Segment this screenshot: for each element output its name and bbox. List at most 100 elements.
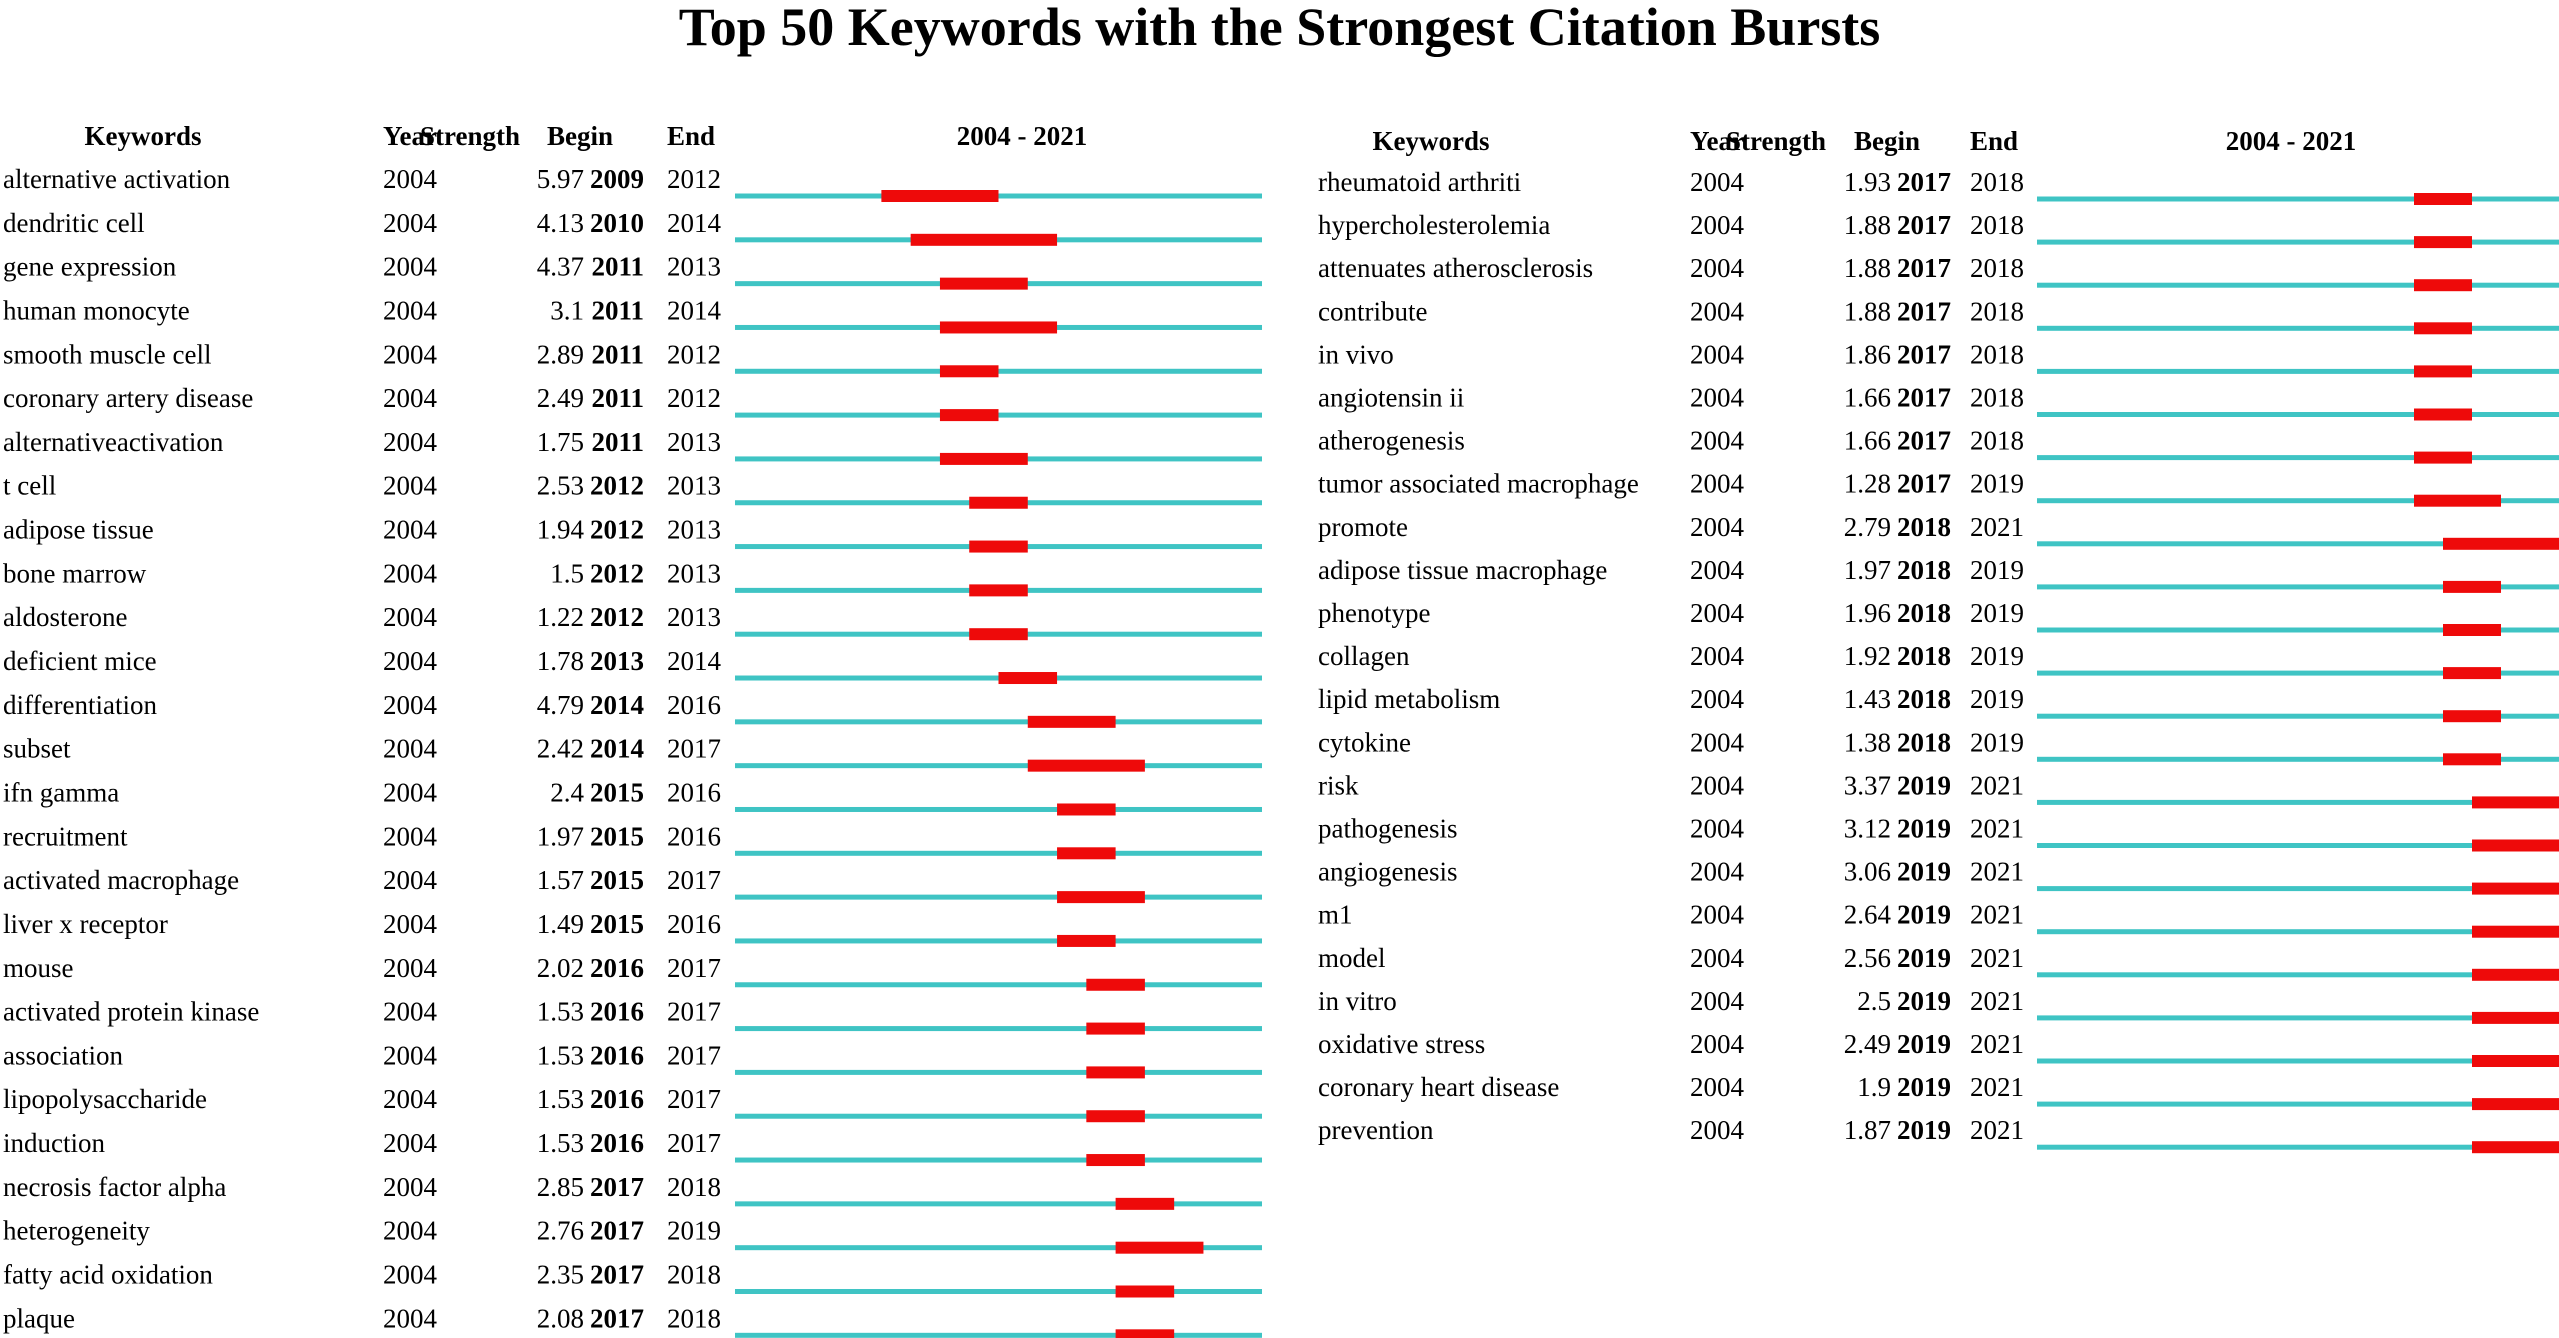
strength-value: 2.08 — [537, 1303, 584, 1333]
strength-value: 1.22 — [537, 602, 584, 632]
keyword-label: dendritic cell — [3, 208, 145, 238]
burst-bar — [2472, 968, 2559, 981]
keyword-label: subset — [3, 734, 71, 764]
timeline-line — [2037, 239, 2559, 245]
end-year: 2013 — [667, 515, 721, 545]
year-value: 2004 — [1690, 727, 1745, 757]
left-header-strength: Strength — [420, 121, 520, 151]
keyword-label: plaque — [3, 1303, 75, 1333]
keyword-label: promote — [1318, 512, 1408, 542]
burst-bar — [1027, 759, 1145, 772]
begin-year: 2015 — [590, 821, 644, 851]
timeline-line — [2037, 541, 2559, 547]
timeline-line — [735, 806, 1262, 812]
end-year: 2016 — [667, 690, 721, 720]
begin-year: 2011 — [591, 383, 644, 413]
burst-bar — [939, 452, 1028, 465]
year-value: 2004 — [1690, 1029, 1745, 1059]
year-value: 2004 — [1690, 555, 1745, 585]
timeline-line — [735, 763, 1262, 769]
timeline-line — [735, 894, 1262, 900]
timeline-line — [2037, 196, 2559, 202]
left-header-keywords: Keywords — [85, 121, 202, 151]
keyword-label: atherogenesis — [1318, 426, 1465, 456]
burst-bar — [969, 584, 1028, 597]
strength-value: 4.37 — [537, 252, 584, 282]
timeline-line — [2037, 886, 2559, 892]
end-year: 2019 — [1970, 598, 2024, 628]
timeline-line — [2037, 412, 2559, 417]
year-value: 2004 — [383, 777, 438, 807]
end-year: 2013 — [667, 602, 721, 632]
year-value: 2004 — [383, 646, 438, 676]
begin-year: 2012 — [590, 471, 644, 501]
strength-value: 1.93 — [1844, 167, 1891, 197]
strength-value: 2.76 — [537, 1216, 584, 1246]
end-year: 2017 — [667, 1084, 721, 1114]
keyword-label: attenuates atherosclerosis — [1318, 253, 1593, 283]
begin-year: 2017 — [1897, 167, 1951, 197]
keyword-label: alternative activation — [3, 164, 231, 194]
timeline-line — [735, 1157, 1262, 1163]
begin-year: 2012 — [590, 602, 644, 632]
strength-value: 1.9 — [1857, 1072, 1891, 1102]
timeline-line — [2037, 282, 2559, 288]
end-year: 2021 — [1970, 1115, 2024, 1145]
strength-value: 3.12 — [1844, 814, 1891, 844]
strength-value: 1.97 — [537, 821, 584, 851]
keyword-label: alternativeactivation — [3, 427, 224, 457]
burst-bar — [939, 365, 999, 378]
begin-year: 2018 — [1897, 641, 1951, 671]
begin-year: 2017 — [1897, 253, 1951, 283]
keyword-label: prevention — [1318, 1115, 1434, 1145]
strength-value: 1.5 — [550, 558, 584, 588]
timeline-line — [735, 1069, 1262, 1075]
begin-year: 2012 — [590, 515, 644, 545]
burst-bar — [2472, 882, 2559, 895]
burst-bar — [1086, 1110, 1145, 1123]
year-value: 2004 — [1690, 1072, 1745, 1102]
begin-year: 2017 — [590, 1260, 644, 1290]
end-year: 2013 — [667, 427, 721, 457]
end-year: 2014 — [667, 295, 722, 325]
timeline-line — [2037, 756, 2559, 762]
keyword-label: in vitro — [1318, 986, 1397, 1016]
end-year: 2021 — [1970, 770, 2024, 800]
burst-bar — [2472, 1055, 2559, 1067]
timeline-line — [735, 850, 1262, 856]
begin-year: 2014 — [590, 734, 644, 764]
keyword-label: liver x receptor — [3, 909, 168, 939]
keyword-label: tumor associated macrophage — [1318, 469, 1639, 499]
keyword-label: rheumatoid arthriti — [1318, 167, 1521, 197]
timeline-line — [2037, 627, 2559, 633]
keyword-label: contribute — [1318, 296, 1427, 326]
end-year: 2019 — [1970, 641, 2024, 671]
burst-bar — [1115, 1329, 1175, 1338]
keyword-label: deficient mice — [3, 646, 157, 676]
timeline-line — [735, 1113, 1262, 1119]
end-year: 2019 — [1970, 469, 2024, 499]
strength-value: 2.5 — [1857, 986, 1891, 1016]
burst-bar — [939, 277, 1028, 290]
keyword-label: lipid metabolism — [1318, 684, 1500, 714]
end-year: 2021 — [1970, 900, 2024, 930]
strength-value: 2.89 — [537, 339, 584, 369]
year-value: 2004 — [383, 427, 438, 457]
burst-bar — [998, 672, 1058, 685]
year-value: 2004 — [383, 821, 438, 851]
end-year: 2019 — [1970, 555, 2024, 585]
right-header-begin: Begin — [1854, 126, 1920, 156]
strength-value: 1.78 — [537, 646, 584, 676]
begin-year: 2017 — [590, 1216, 644, 1246]
begin-year: 2011 — [591, 427, 644, 457]
year-value: 2004 — [1690, 986, 1745, 1016]
end-year: 2017 — [667, 953, 721, 983]
burst-bar — [2443, 624, 2501, 636]
year-value: 2004 — [383, 1260, 438, 1290]
strength-value: 2.85 — [537, 1172, 584, 1202]
keyword-label: human monocyte — [3, 295, 190, 325]
timeline-line — [2037, 799, 2559, 805]
timeline-line — [2037, 498, 2559, 504]
begin-year: 2019 — [1897, 900, 1951, 930]
